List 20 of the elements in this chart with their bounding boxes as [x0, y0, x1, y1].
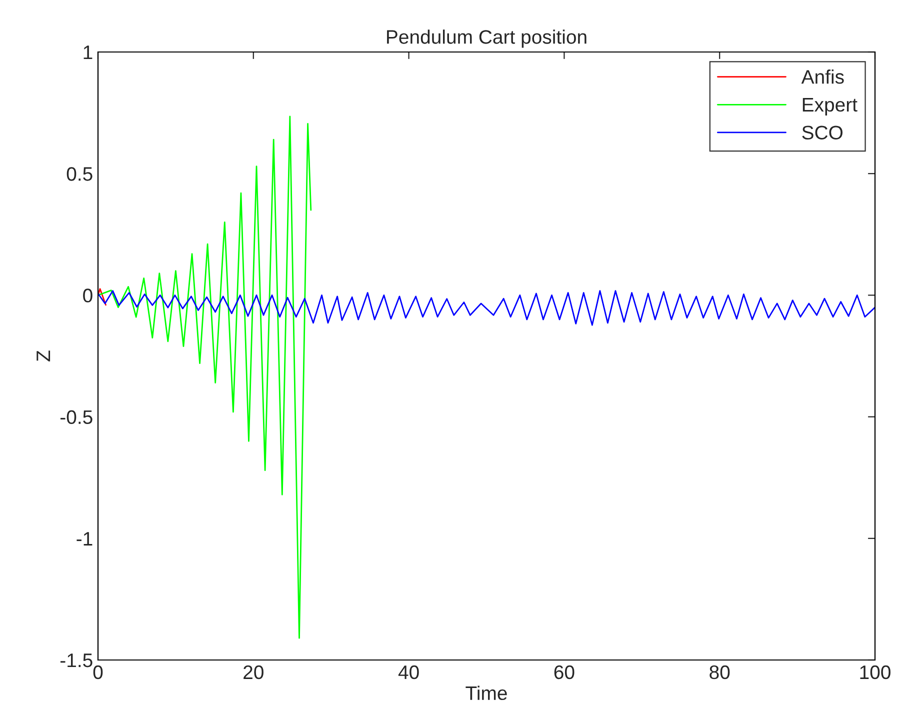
- x-tick-label: 80: [710, 665, 730, 680]
- x-tick-label: 40: [398, 665, 419, 680]
- y-tick-label: 0: [83, 288, 92, 302]
- x-axis-title: Time: [466, 686, 507, 700]
- chart-title: Pendulum Cart position: [387, 30, 586, 48]
- legend-label: Expert: [802, 98, 858, 116]
- x-tick-label: 0: [93, 665, 103, 680]
- y-tick-label: 1: [84, 46, 92, 60]
- y-tick-label: 0.5: [66, 167, 92, 181]
- y-tick-label: -0.5: [60, 410, 92, 424]
- x-tick-label: 100: [860, 665, 890, 680]
- legend-label: Anfis: [801, 70, 844, 84]
- x-tick-label: 20: [244, 665, 264, 680]
- x-tick-label: 60: [554, 665, 574, 680]
- y-tick-label: -1: [76, 532, 92, 546]
- line-series: [98, 116, 312, 639]
- y-axis-title: Z: [36, 350, 50, 362]
- line-series: [98, 290, 875, 326]
- legend-label: SCO: [802, 126, 843, 140]
- y-tick-label: -1.5: [60, 654, 92, 668]
